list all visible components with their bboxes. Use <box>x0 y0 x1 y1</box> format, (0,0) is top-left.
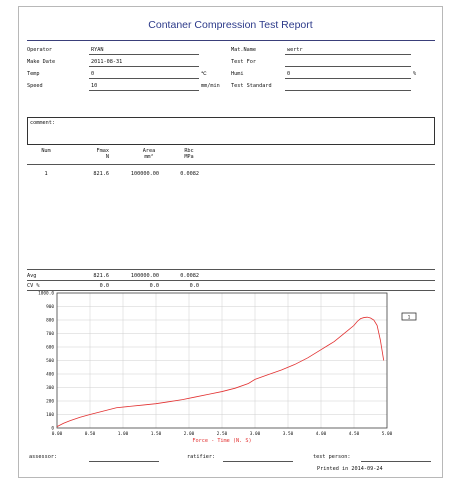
speed-underline <box>89 90 199 91</box>
chart-x-tick-label: 2.00 <box>184 431 195 437</box>
chart-x-tick-label: 2.50 <box>217 431 228 437</box>
chart-y-tick-label: 300 <box>46 385 54 391</box>
test-for-underline <box>285 66 411 67</box>
cv-rbc: 0.0 <box>189 283 199 289</box>
chart-y-tick-label: 600 <box>46 345 54 351</box>
chart-x-tick-label: 1.00 <box>118 431 129 437</box>
row-num: 1 <box>44 171 48 177</box>
header-fmax: Fmax <box>96 148 110 154</box>
test-person-underline <box>361 461 431 462</box>
chart-x-tick-label: 4.00 <box>316 431 327 437</box>
chart-y-tick-label: 0 <box>51 426 54 432</box>
test-for-label: Test For <box>231 59 256 65</box>
chart-x-tick-label: 1.50 <box>151 431 162 437</box>
chart-y-ticks: 0 100 200 300 400 500 600 700 800 900 1000.0 <box>38 291 54 432</box>
avg-divider <box>27 280 435 281</box>
cv-label: CV % <box>27 283 40 289</box>
ratifier-label: ratifier: <box>187 454 216 460</box>
make-date-value: 2011-08-31 <box>91 59 123 65</box>
assessor-label: assessor: <box>29 454 58 460</box>
comment-label: comment: <box>30 120 55 126</box>
header-area: Area <box>142 148 156 154</box>
report-page: Contaner Compression Test Report Operato… <box>18 6 443 478</box>
avg-label: Avg <box>27 273 37 279</box>
chart-y-tick-label: 200 <box>46 399 54 405</box>
report-title: Contaner Compression Test Report <box>148 19 313 31</box>
chart-y-tick-label: 500 <box>46 358 54 364</box>
humi-value: 0 <box>287 71 291 77</box>
assessor-underline <box>89 461 159 462</box>
speed-value: 10 <box>91 83 98 89</box>
summary-top-divider <box>27 269 435 270</box>
test-person-label: test person: <box>313 454 351 460</box>
row-area: 100000.00 <box>130 171 159 177</box>
temp-value: 0 <box>91 71 95 77</box>
cv-fmax: 0.0 <box>99 283 109 289</box>
temp-unit: ℃ <box>201 71 207 77</box>
make-date-underline <box>89 66 199 67</box>
chart-legend-box <box>401 312 417 321</box>
chart-series <box>56 316 385 428</box>
title-divider <box>27 40 435 41</box>
avg-rbc: 0.0082 <box>180 273 199 279</box>
avg-area: 100000.00 <box>130 273 159 279</box>
chart-x-ticks: 0.00 0.50 1.00 1.50 2.00 2.50 3.00 3.50 4.00 4.50… <box>52 431 393 437</box>
chart-grid <box>56 292 388 429</box>
header-num: Num <box>41 148 51 154</box>
mat-name-value: wertr <box>287 47 303 53</box>
chart-y-tick-label: 800 <box>46 318 54 324</box>
avg-fmax: 821.6 <box>93 273 109 279</box>
printed-date: Printed in 2014-09-24 <box>317 466 383 472</box>
cv-area: 0.0 <box>149 283 159 289</box>
test-standard-underline <box>285 90 411 91</box>
row-rbc: 0.0082 <box>180 171 199 177</box>
ratifier-underline <box>223 461 293 462</box>
chart-series-line <box>56 316 385 428</box>
chart-legend-label: 1 <box>408 315 411 321</box>
chart-x-tick-label: 3.50 <box>283 431 294 437</box>
row-fmax: 821.6 <box>93 171 109 177</box>
operator-label: Operator <box>27 47 52 53</box>
make-date-label: Make Date <box>27 59 56 65</box>
chart-x-tick-label: 0.00 <box>52 431 63 437</box>
header-divider <box>27 164 435 165</box>
humi-unit: % <box>413 71 417 77</box>
mat-name-label: Mat.Name <box>231 47 256 53</box>
test-standard-label: Test Standard <box>231 83 272 89</box>
chart-x-tick-label: 5.00 <box>382 431 393 437</box>
speed-unit: mm/min <box>201 83 220 89</box>
operator-underline <box>89 54 199 55</box>
chart-y-tick-label: 900 <box>46 304 54 310</box>
header-fmax-unit: N <box>105 154 109 160</box>
chart-x-tick-label: 3.00 <box>250 431 261 437</box>
header-rbc-unit: MPa <box>184 154 194 160</box>
chart-y-tick-label: 1000.0 <box>38 291 54 297</box>
temp-underline <box>89 78 199 79</box>
chart-plot-frame <box>56 292 388 429</box>
chart-y-tick-label: 400 <box>46 372 54 378</box>
operator-value: RYAN <box>91 47 104 53</box>
chart-x-tick-label: 4.50 <box>349 431 360 437</box>
humi-underline <box>285 78 411 79</box>
temp-label: Temp <box>27 71 40 77</box>
header-rbc: Rbc <box>184 148 194 154</box>
mat-name-underline <box>285 54 411 55</box>
chart-x-tick-label: 0.50 <box>85 431 96 437</box>
chart-x-axis-label: Force - Time (N. S) <box>192 438 251 444</box>
header-area-unit: mm² <box>144 154 154 160</box>
chart-y-tick-label: 100 <box>46 412 54 418</box>
chart-y-tick-label: 700 <box>46 331 54 337</box>
humi-label: Humi <box>231 71 244 77</box>
speed-label: Speed <box>27 83 43 89</box>
comment-box: comment: <box>27 117 435 145</box>
cv-divider <box>27 290 435 291</box>
